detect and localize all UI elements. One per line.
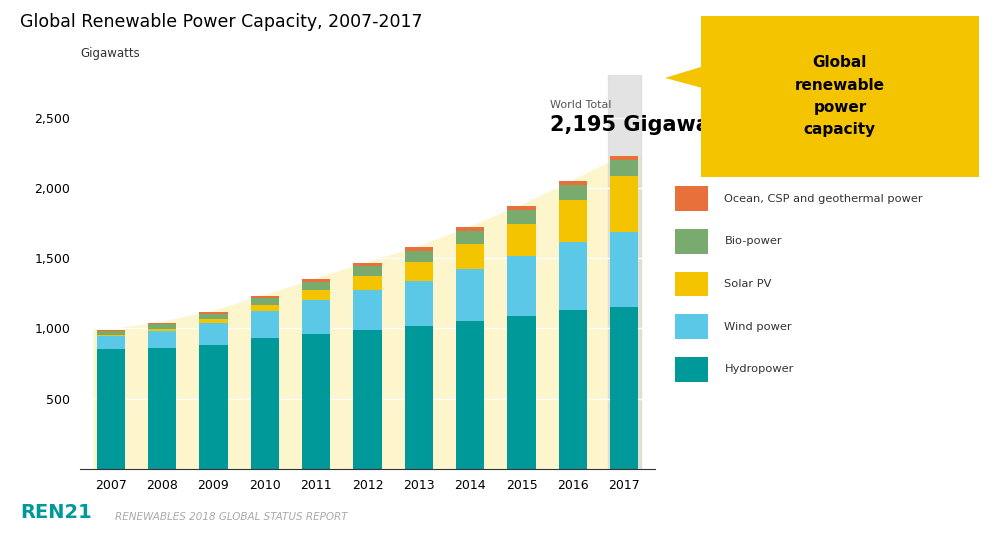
Bar (148, 324, 176, 329)
Bar (148, 322, 176, 324)
FancyBboxPatch shape (675, 357, 708, 382)
Polygon shape (94, 156, 641, 469)
Bar (199, 312, 228, 314)
Bar (405, 281, 433, 326)
Bar (97, 349, 125, 469)
Bar (302, 334, 330, 469)
Bar (507, 210, 536, 224)
Bar (148, 329, 176, 331)
FancyBboxPatch shape (675, 314, 708, 339)
Text: 2,195 Gigawatts: 2,195 Gigawatts (550, 115, 742, 135)
Bar (97, 330, 125, 331)
Bar (251, 311, 279, 338)
Bar (148, 348, 176, 469)
Bar (353, 276, 382, 290)
Bar (507, 224, 536, 255)
Text: Ocean, CSP and geothermal power: Ocean, CSP and geothermal power (724, 194, 923, 204)
Bar (353, 330, 382, 469)
Bar (559, 310, 587, 469)
Bar (148, 331, 176, 348)
FancyBboxPatch shape (675, 186, 708, 211)
Text: Gigawatts: Gigawatts (80, 47, 140, 60)
Polygon shape (665, 66, 705, 88)
Bar (507, 316, 536, 469)
Bar (251, 298, 279, 305)
Bar (199, 319, 228, 323)
FancyBboxPatch shape (675, 229, 708, 254)
Bar (353, 290, 382, 330)
Bar (610, 156, 638, 160)
Bar (405, 251, 433, 261)
FancyBboxPatch shape (701, 16, 979, 177)
Bar (405, 247, 433, 251)
Bar (97, 331, 125, 335)
Bar (353, 263, 382, 266)
Text: Global
renewable
power
capacity: Global renewable power capacity (795, 56, 885, 137)
Bar (559, 241, 587, 310)
Bar (456, 268, 484, 321)
Text: RENEWABLES 2018 GLOBAL STATUS REPORT: RENEWABLES 2018 GLOBAL STATUS REPORT (115, 512, 348, 522)
Bar (199, 314, 228, 319)
Bar (97, 336, 125, 349)
Bar (199, 323, 228, 345)
Bar (559, 185, 587, 201)
Bar (302, 282, 330, 291)
Bar (610, 307, 638, 469)
Bar (456, 231, 484, 244)
Bar (251, 338, 279, 469)
Text: Bio-power: Bio-power (724, 236, 782, 246)
Bar (251, 296, 279, 298)
Bar (199, 345, 228, 469)
Bar (610, 232, 638, 307)
Bar (507, 206, 536, 210)
Bar (456, 244, 484, 268)
Text: Hydropower: Hydropower (724, 364, 794, 375)
Text: Wind power: Wind power (724, 322, 792, 331)
Text: Global Renewable Power Capacity, 2007-2017: Global Renewable Power Capacity, 2007-20… (20, 13, 422, 31)
Bar (610, 176, 638, 232)
FancyBboxPatch shape (675, 272, 708, 296)
Bar (97, 335, 125, 336)
Text: Solar PV: Solar PV (724, 279, 772, 289)
Bar (251, 305, 279, 311)
Text: REN21: REN21 (20, 503, 92, 522)
Bar (302, 300, 330, 334)
Bar (456, 227, 484, 231)
Bar (302, 291, 330, 300)
Bar (507, 255, 536, 316)
Bar (559, 201, 587, 241)
Bar (608, 75, 641, 469)
Text: World Total: World Total (550, 100, 611, 110)
Bar (559, 181, 587, 185)
Bar (405, 326, 433, 469)
Bar (405, 261, 433, 281)
Bar (353, 266, 382, 276)
Bar (302, 279, 330, 282)
Bar (610, 160, 638, 176)
Bar (456, 321, 484, 469)
